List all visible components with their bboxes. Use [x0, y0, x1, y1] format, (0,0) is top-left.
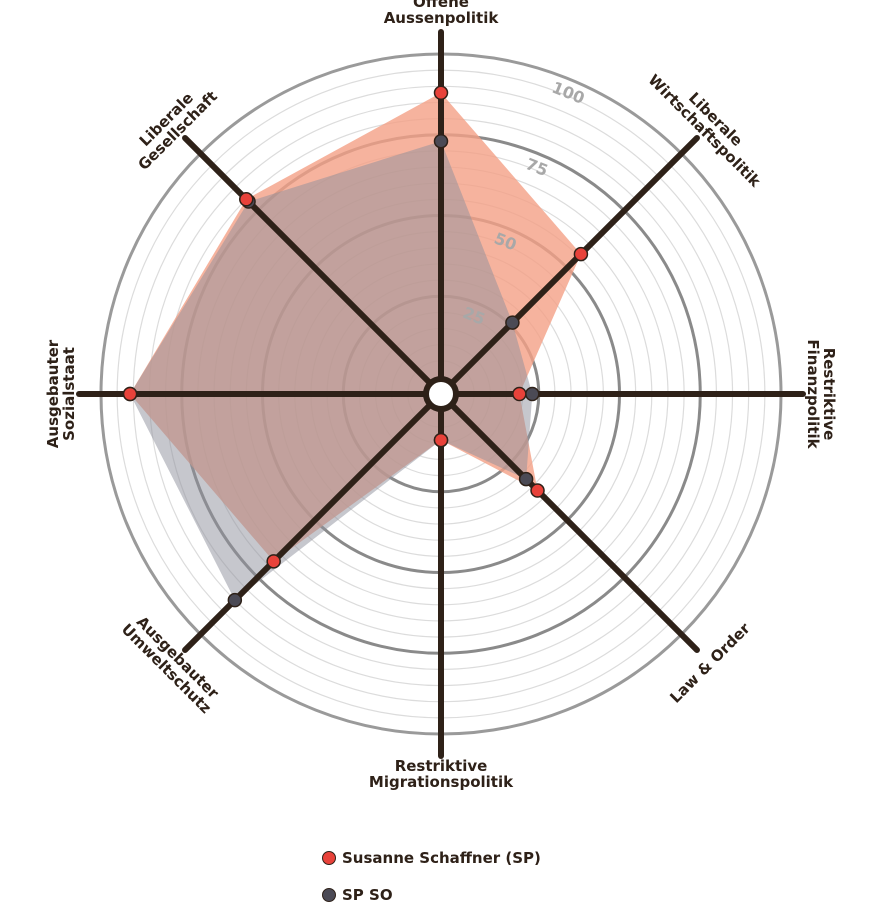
axis-line — [438, 391, 700, 653]
data-point — [518, 471, 534, 487]
data-point — [433, 432, 449, 448]
legend-item: Susanne Schaffner (SP) — [322, 849, 541, 867]
legend-marker — [322, 851, 336, 865]
data-point — [512, 386, 527, 402]
data-point — [227, 592, 243, 608]
axis-label: Restriktive Finanzpolitik — [804, 339, 838, 449]
data-point — [122, 386, 138, 402]
data-point — [433, 85, 449, 101]
data-point — [433, 133, 449, 149]
legend-label: SP SO — [342, 886, 393, 904]
tick-label: 100 — [549, 78, 587, 108]
axis-line — [182, 135, 444, 397]
data-point — [530, 483, 545, 498]
data-point — [525, 386, 540, 402]
axis-label: Ausgebauter Sozialstaat — [44, 339, 78, 449]
data-point — [505, 315, 520, 330]
data-point — [239, 192, 254, 207]
legend-marker — [322, 888, 336, 902]
data-point — [266, 554, 281, 569]
legend-item: SP SO — [322, 886, 393, 904]
axis-line — [438, 135, 700, 397]
axis-label: Offene Aussenpolitik — [383, 0, 499, 27]
legend-label: Susanne Schaffner (SP) — [342, 849, 541, 867]
series-area — [130, 141, 533, 601]
center — [423, 376, 459, 412]
data-point — [573, 246, 589, 262]
axis-label: Restriktive Migrationspolitik — [368, 757, 514, 791]
axis-line — [182, 391, 444, 653]
